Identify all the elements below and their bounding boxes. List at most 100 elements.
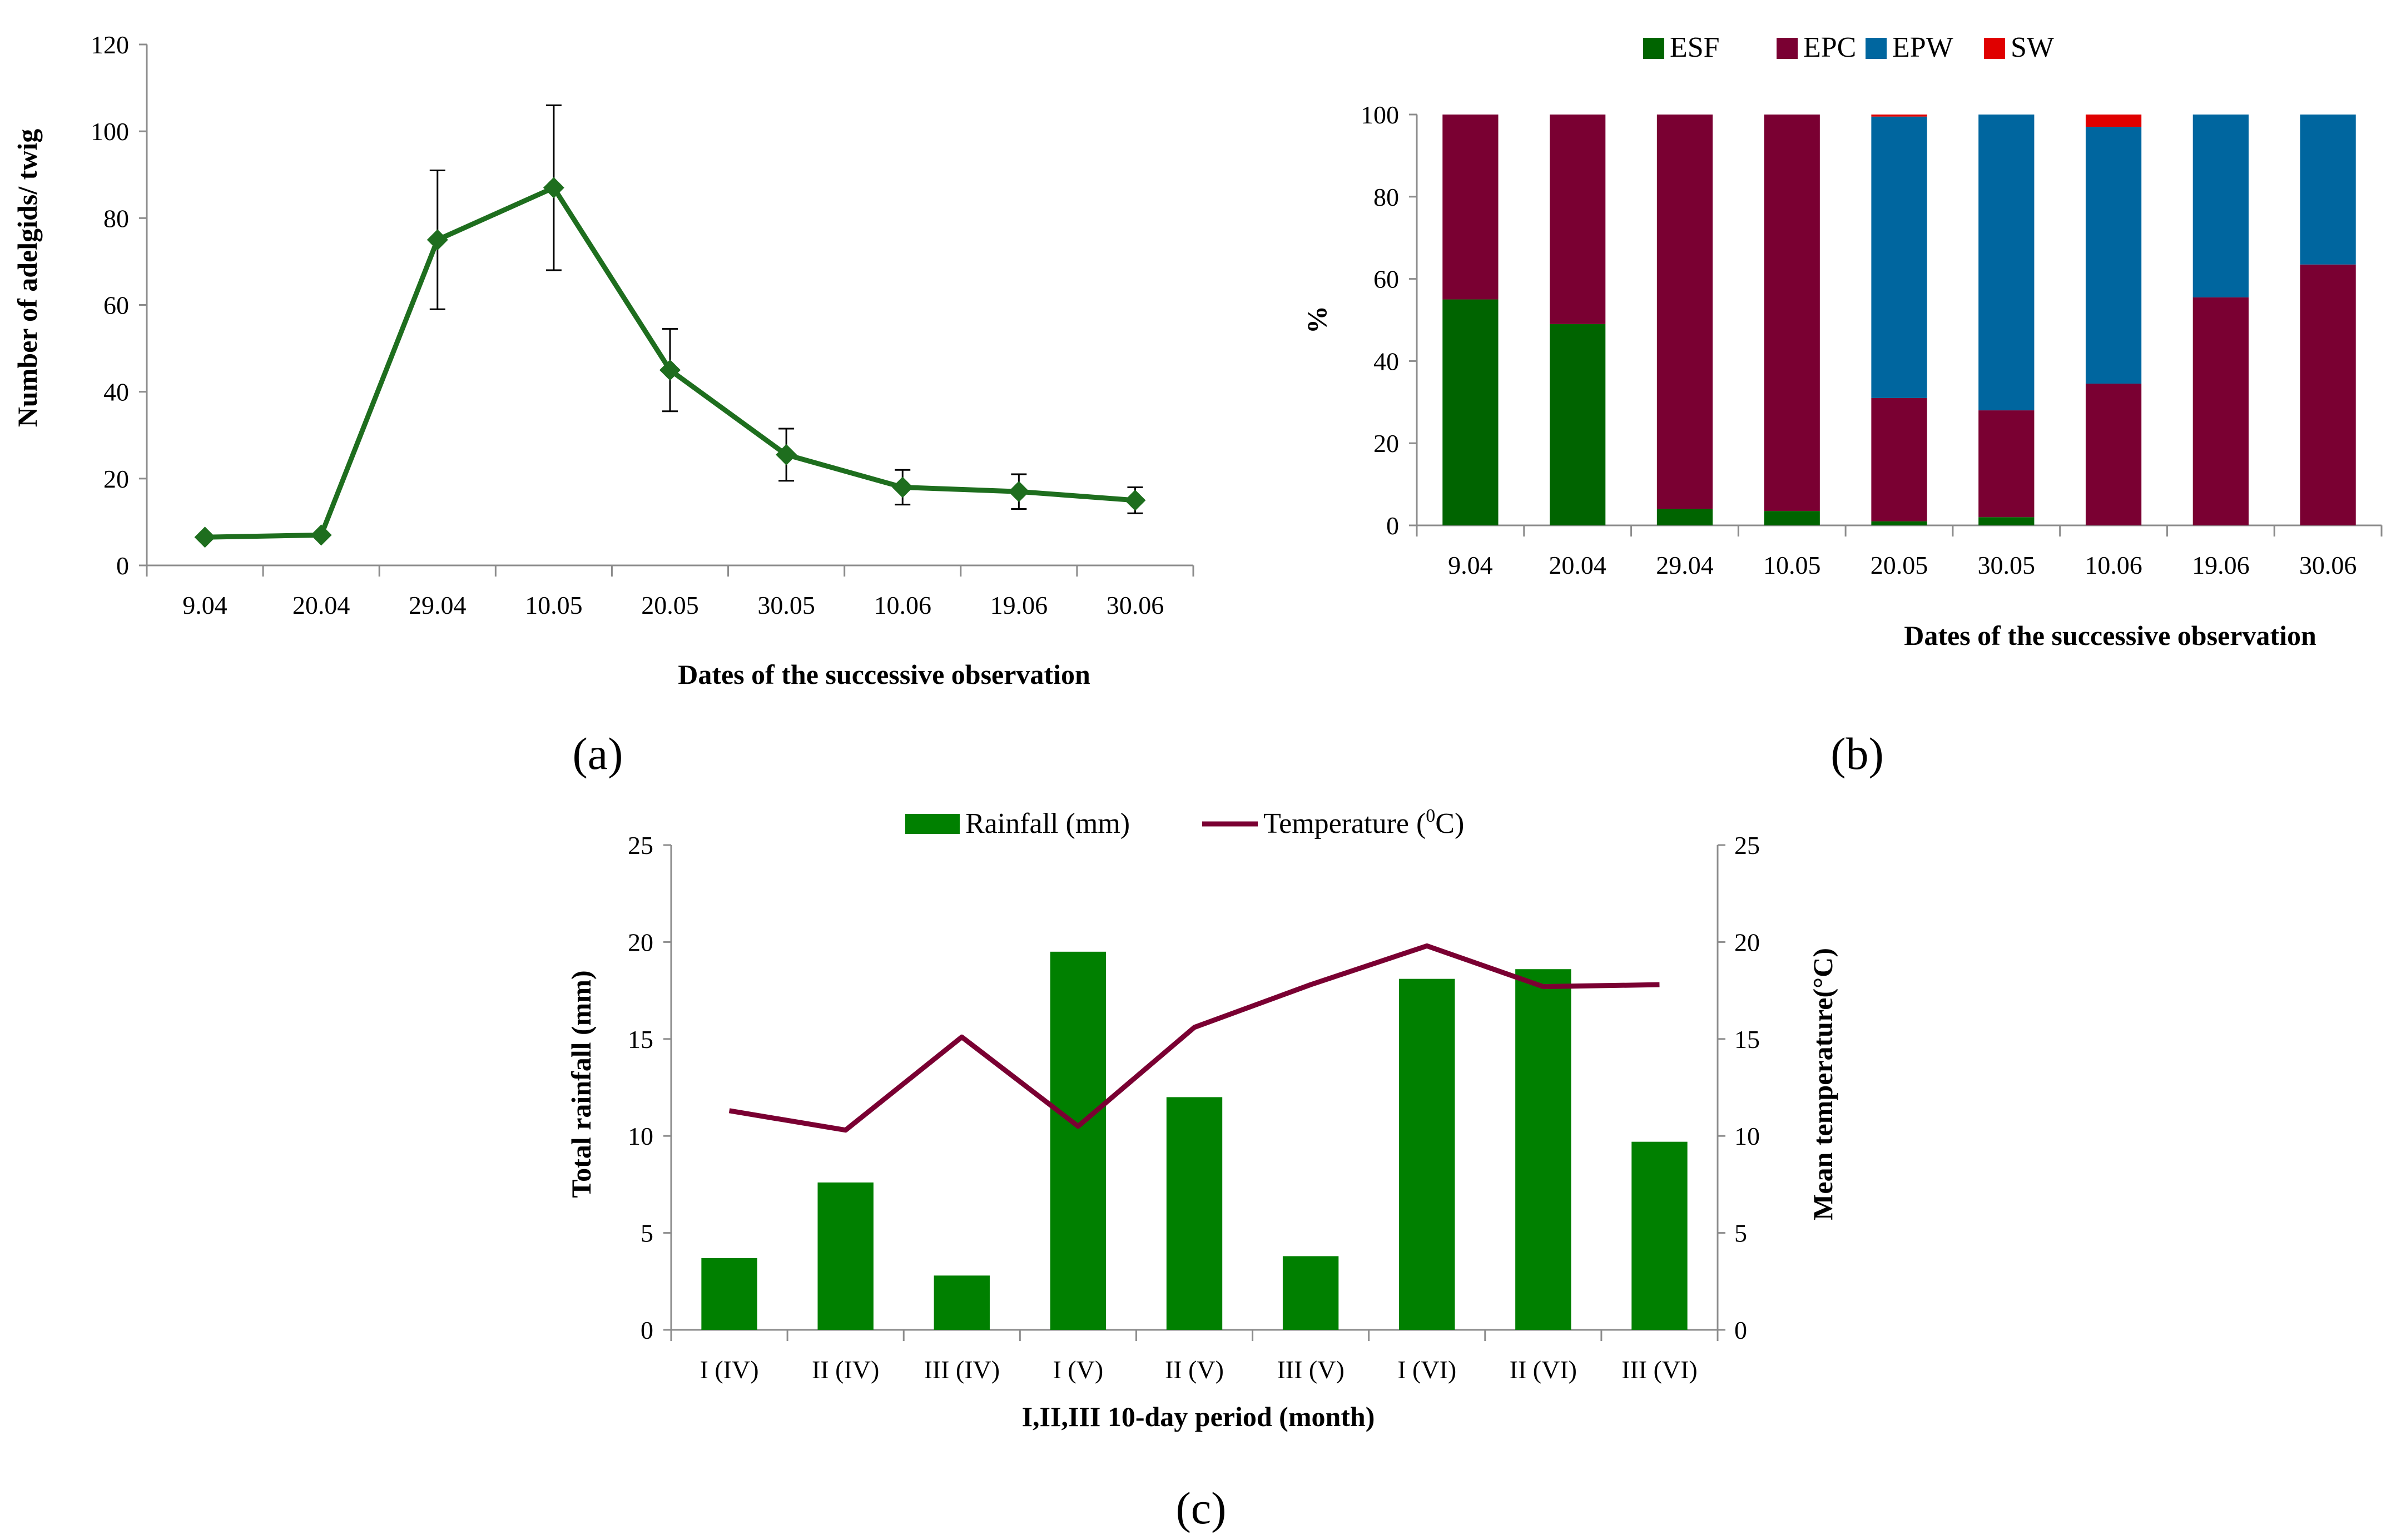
rainfall-bar xyxy=(1515,969,1571,1330)
panel-b-x-tick-label: 10.06 xyxy=(2085,551,2142,579)
panel-a-y-tick-label: 60 xyxy=(103,291,129,320)
panel-c-y2-tick-label: 10 xyxy=(1734,1122,1760,1150)
bar-segment-epw xyxy=(2085,127,2142,384)
panel-b-x-tick-label: 20.04 xyxy=(1549,551,1606,579)
data-point xyxy=(194,526,216,548)
panel-b-xlabel: Dates of the successive observation xyxy=(1904,620,2316,651)
panel-b-y-tick-label: 80 xyxy=(1373,183,1399,211)
panel-a-x-tick-label: 20.05 xyxy=(641,591,699,619)
panel-c-y-tick-label: 0 xyxy=(641,1316,653,1344)
panel-c-y2-tick-label: 20 xyxy=(1734,928,1760,956)
legend-label: EPW xyxy=(1892,32,1953,63)
panel-a-x-tick-label: 10.06 xyxy=(874,591,931,619)
legend-label-temperature: Temperature (0C) xyxy=(1263,806,1464,839)
legend-swatch xyxy=(1643,38,1664,59)
panel-b-x-tick-label: 29.04 xyxy=(1656,551,1714,579)
bar-segment-esf xyxy=(1978,517,2035,525)
data-point xyxy=(543,177,564,198)
legend-swatch-rainfall xyxy=(905,814,960,834)
panel-a-xlabel: Dates of the successive observation xyxy=(678,659,1090,690)
panel-c-x-tick-label: I (V) xyxy=(1053,1355,1104,1384)
legend-label: EPC xyxy=(1803,32,1856,63)
panel-b-y-tick-label: 100 xyxy=(1361,101,1399,129)
panel-a-line-chart: Number of adelgids/ twig Dates of the su… xyxy=(12,31,1194,779)
data-point xyxy=(776,444,797,465)
rainfall-bar xyxy=(1050,951,1107,1330)
bar-segment-epc xyxy=(2085,384,2142,525)
data-point xyxy=(1124,489,1146,511)
rainfall-bar xyxy=(1631,1141,1688,1330)
panel-b-stacked-bar-chart: % Dates of the successive observation (b… xyxy=(1301,32,2383,779)
bar-segment-epc xyxy=(2192,297,2249,525)
panel-c-xlabel: I,II,III 10-day period (month) xyxy=(1022,1401,1375,1432)
legend-swatch xyxy=(1777,38,1798,59)
bar-segment-esf xyxy=(1871,521,1927,525)
panel-a-y-tick-label: 100 xyxy=(91,117,129,146)
legend-label-rainfall: Rainfall (mm) xyxy=(965,808,1130,839)
temperature-line xyxy=(728,943,1660,1133)
panel-c-x-tick-label: I (IV) xyxy=(700,1355,759,1384)
legend-swatch xyxy=(1984,38,2005,59)
panel-c-y-tick-label: 10 xyxy=(628,1122,653,1150)
rainfall-bar xyxy=(1282,1256,1339,1330)
panel-c-x-tick-label: III (IV) xyxy=(924,1355,1000,1384)
legend-label: SW xyxy=(2011,32,2054,63)
bar-segment-epc xyxy=(1871,398,1927,521)
rainfall-bar xyxy=(701,1258,757,1330)
data-point xyxy=(659,359,681,381)
panel-c-x-tick-label: III (V) xyxy=(1277,1355,1344,1384)
panel-b-x-tick-label: 9.04 xyxy=(1448,551,1493,579)
panel-c-x-tick-label: I (VI) xyxy=(1397,1355,1456,1384)
panel-b-legend: ESF EPC EPW SW xyxy=(1643,32,2054,63)
data-point xyxy=(892,476,914,498)
bar-segment-epc xyxy=(2300,264,2356,525)
panel-a-y-tick-label: 40 xyxy=(103,378,129,406)
rainfall-bar xyxy=(817,1182,874,1330)
panel-a-x-tick-label: 20.04 xyxy=(292,591,350,619)
data-point xyxy=(426,229,448,251)
bar-segment-esf xyxy=(1550,324,1606,525)
panel-c-y2-tick-label: 0 xyxy=(1734,1316,1747,1344)
panel-a-x-tick-label: 30.05 xyxy=(757,591,815,619)
panel-c-y2label: Mean temperature(°C) xyxy=(1807,948,1838,1220)
bar-segment-epw xyxy=(1978,115,2035,411)
panel-c-combo-chart: Total rainfall (mm) Mean temperature(°C)… xyxy=(565,806,1838,1533)
panel-c-label: (c) xyxy=(1175,1483,1226,1533)
panel-a-x-tick-label: 30.06 xyxy=(1107,591,1164,619)
panel-b-x-tick-label: 10.05 xyxy=(1763,551,1821,579)
bar-segment-epc xyxy=(1764,115,1820,511)
panel-c-x-tick-label: II (IV) xyxy=(812,1355,879,1384)
panel-a-y-tick-label: 20 xyxy=(103,465,129,493)
panel-c-legend: Rainfall (mm) Temperature (0C) xyxy=(905,806,1464,839)
panel-b-y-tick-label: 0 xyxy=(1386,511,1399,540)
panel-a-x-tick-label: 29.04 xyxy=(409,591,467,619)
panel-c-y2-tick-label: 5 xyxy=(1734,1219,1747,1248)
panel-c-y-tick-label: 25 xyxy=(628,831,653,860)
rainfall-bar xyxy=(1399,978,1455,1330)
panel-a-label: (a) xyxy=(572,728,623,779)
panel-a-y-tick-label: 0 xyxy=(116,552,129,580)
panel-a-x-tick-label: 9.04 xyxy=(182,591,227,619)
rainfall-bar xyxy=(934,1275,990,1330)
bar-segment-epc xyxy=(1442,115,1499,300)
panel-c-y2-tick-label: 25 xyxy=(1734,831,1760,860)
panel-b-y-tick-label: 20 xyxy=(1373,429,1399,458)
panel-b-x-tick-label: 30.05 xyxy=(1978,551,2036,579)
panel-c-x-tick-label: II (VI) xyxy=(1510,1355,1577,1384)
rainfall-bar xyxy=(1166,1097,1223,1330)
panel-b-y-tick-label: 40 xyxy=(1373,347,1399,375)
bar-segment-esf xyxy=(1764,511,1820,525)
legend-swatch xyxy=(1866,38,1887,59)
bar-segment-epw xyxy=(1871,116,1927,398)
bar-segment-epc xyxy=(1978,410,2035,518)
panel-b-x-tick-label: 19.06 xyxy=(2192,551,2250,579)
panel-c-y2-tick-label: 15 xyxy=(1734,1025,1760,1054)
panel-c-y-tick-label: 15 xyxy=(628,1025,653,1054)
data-point xyxy=(1008,481,1030,503)
bar-segment-epc xyxy=(1550,115,1606,324)
legend-label: ESF xyxy=(1670,32,1720,63)
bar-segment-epc xyxy=(1656,115,1713,509)
panel-c-y-tick-label: 5 xyxy=(641,1219,653,1248)
bar-segment-epw xyxy=(2192,115,2249,297)
bar-segment-esf xyxy=(1442,299,1499,525)
